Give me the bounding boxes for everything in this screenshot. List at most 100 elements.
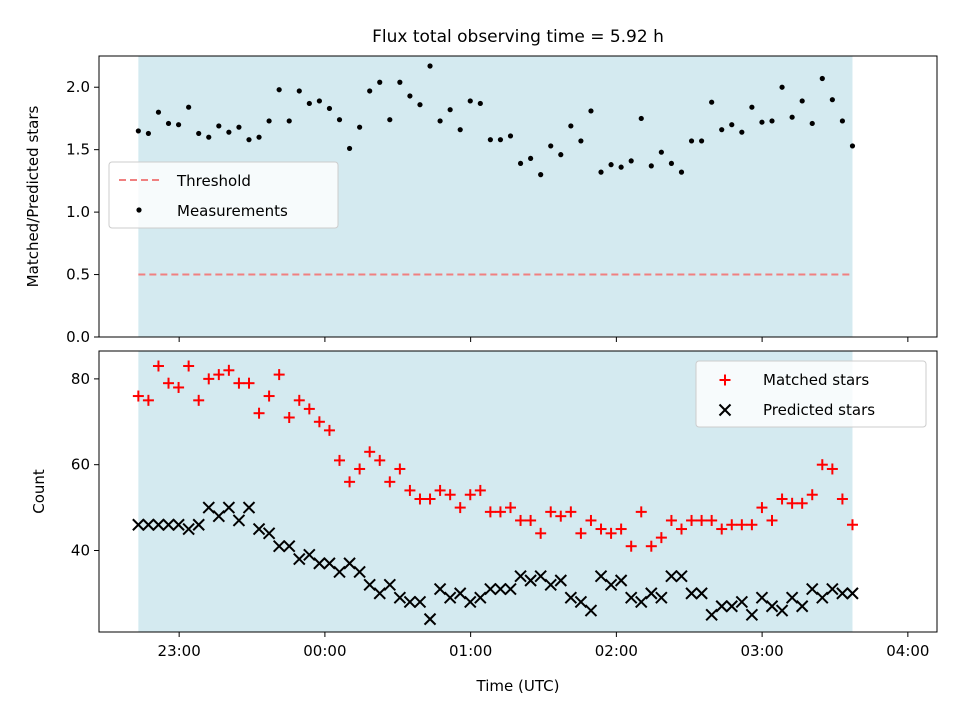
y-tick-label: 60: [71, 456, 90, 474]
predicted-star-marker: [614, 574, 628, 587]
predicted-star-marker: [142, 518, 155, 531]
predicted-star-marker: [343, 557, 356, 570]
x-tick-label: 02:00: [595, 642, 638, 660]
measurement-point: [497, 137, 504, 143]
predicted-star-marker: [272, 539, 286, 553]
measurement-point: [437, 118, 443, 124]
ratio-legend-box: [108, 161, 339, 229]
legend-matched-label: Matched stars: [763, 371, 869, 389]
matched-star-marker: [585, 514, 597, 526]
predicted-star-marker: [494, 582, 507, 596]
measurement-point: [206, 134, 212, 140]
predicted-star-marker: [544, 578, 557, 592]
predicted-star-marker: [413, 595, 427, 609]
matched-star-marker: [665, 514, 677, 526]
measurement-point: [276, 87, 282, 93]
predicted-star-marker: [645, 587, 658, 600]
matched-star-marker: [223, 364, 235, 376]
ratio-y-ticks: 0.0 0.5 1.0 1.5 2.0: [66, 78, 99, 346]
matched-star-marker: [826, 463, 838, 475]
predicted-star-marker: [162, 518, 175, 531]
measurement-point: [256, 134, 262, 140]
measurement-point: [618, 164, 624, 170]
legend-matched-swatch: [719, 374, 731, 386]
predicted-star-marker: [484, 582, 497, 596]
x-tick-label: 01:00: [449, 642, 492, 660]
predicted-star-marker: [393, 591, 407, 604]
matched-star-marker: [504, 502, 516, 514]
matched-star-marker: [434, 484, 446, 496]
matched-star-marker: [334, 454, 346, 466]
predicted-star-marker: [574, 595, 588, 609]
matched-star-marker: [776, 493, 788, 505]
measurement-point: [447, 107, 453, 113]
matched-star-marker: [706, 514, 718, 526]
matched-star-marker: [515, 514, 527, 526]
measurement-point: [789, 114, 795, 120]
matched-star-marker: [464, 489, 476, 501]
matched-star-marker: [283, 411, 295, 423]
matched-star-marker: [203, 373, 215, 385]
predicted-star-marker: [665, 570, 678, 583]
predicted-star-marker: [262, 527, 276, 540]
predicted-star-marker: [675, 570, 688, 583]
predicted-star-marker: [373, 587, 386, 600]
predicted-star-marker: [635, 595, 648, 609]
matched-star-marker: [595, 523, 607, 535]
measurement-point: [628, 158, 634, 164]
predicted-star-marker: [715, 600, 728, 613]
count-legend: Matched stars Predicted stars: [695, 360, 927, 428]
measurement-point: [336, 117, 343, 123]
predicted-star-marker: [474, 591, 487, 604]
measurement-point: [467, 98, 473, 104]
predicted-star-marker: [383, 578, 397, 592]
y-tick-label: 1.0: [66, 203, 90, 221]
measurement-point: [709, 99, 715, 105]
measurement-point: [477, 100, 483, 107]
measurement-point: [316, 98, 322, 104]
count-panel-frame: [98, 350, 938, 633]
matched-star-marker: [535, 527, 547, 539]
predicted-star-marker: [765, 600, 779, 613]
y-tick-label: 1.5: [66, 141, 90, 159]
measurement-point: [839, 118, 846, 124]
predicted-star-marker: [333, 565, 346, 579]
measurement-point: [346, 145, 353, 152]
matched-star-marker: [173, 381, 185, 393]
matched-star-marker: [756, 502, 768, 514]
predicted-star-marker: [624, 591, 638, 604]
legend-predicted-swatch: [718, 403, 732, 417]
measurement-point: [367, 88, 373, 94]
measurement-point: [165, 120, 172, 127]
measurement-point: [357, 124, 363, 130]
predicted-star-marker: [655, 591, 668, 604]
measurement-point: [236, 124, 242, 130]
matched-star-marker: [163, 377, 175, 389]
matched-star-marker: [555, 510, 567, 522]
count-y-axis-label: Count: [30, 469, 48, 514]
predicted-star-marker: [454, 587, 467, 600]
predicted-star-marker: [705, 608, 718, 622]
measurement-point: [186, 104, 192, 110]
y-tick-label: 0.0: [66, 328, 90, 346]
predicted-star-marker: [443, 591, 457, 604]
matched-star-marker: [344, 476, 356, 488]
ratio-panel-frame: [98, 55, 938, 338]
matched-star-marker: [565, 506, 577, 518]
measurement-point: [749, 104, 755, 110]
predicted-star-marker: [534, 570, 547, 583]
measurement-points: [135, 63, 856, 178]
measurement-point: [608, 162, 614, 168]
measurement-point: [799, 98, 805, 104]
predicted-star-marker: [846, 587, 859, 600]
predicted-star-marker: [202, 501, 215, 514]
matched-star-marker: [846, 519, 858, 531]
predicted-star-marker: [242, 501, 256, 514]
legend-threshold-label: Threshold: [176, 172, 251, 190]
measurement-point: [598, 169, 604, 175]
matched-star-marker: [655, 532, 667, 544]
y-tick-label: 40: [71, 541, 90, 559]
matched-star-marker: [444, 489, 456, 501]
measurement-point: [296, 88, 302, 94]
